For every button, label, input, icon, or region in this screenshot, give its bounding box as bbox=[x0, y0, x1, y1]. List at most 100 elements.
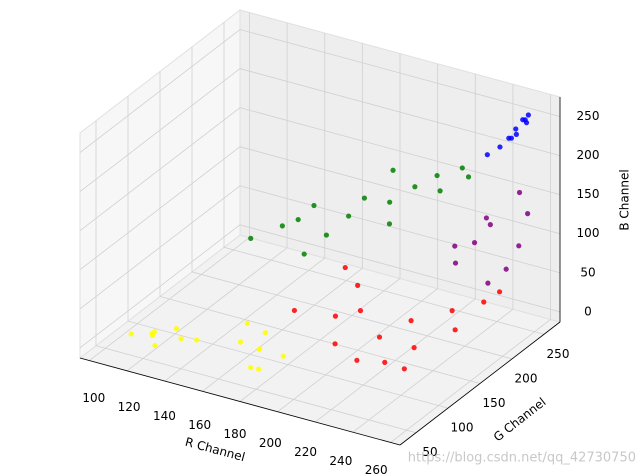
point bbox=[355, 282, 361, 288]
point bbox=[237, 339, 244, 345]
grid-line bbox=[95, 120, 417, 434]
point bbox=[387, 199, 393, 205]
x-tick-label: 140 bbox=[153, 409, 176, 423]
point bbox=[376, 334, 383, 340]
point bbox=[295, 216, 301, 223]
point bbox=[361, 195, 368, 201]
grid-line bbox=[352, 84, 514, 433]
point bbox=[412, 184, 418, 190]
point bbox=[247, 364, 254, 371]
point bbox=[437, 188, 443, 194]
y-tick-label: 50 bbox=[422, 445, 437, 459]
x-tick-label: 120 bbox=[118, 400, 141, 414]
point bbox=[262, 330, 269, 336]
point bbox=[452, 327, 458, 333]
grid-line bbox=[79, 185, 561, 310]
x-tick-label: 160 bbox=[188, 418, 211, 432]
grid-line bbox=[79, 107, 561, 231]
point bbox=[497, 144, 503, 150]
point bbox=[449, 308, 455, 314]
point bbox=[173, 326, 180, 332]
grid-line bbox=[127, 96, 449, 409]
point bbox=[332, 313, 339, 319]
grid-line bbox=[315, 73, 476, 423]
point bbox=[390, 167, 396, 173]
grid-line bbox=[239, 53, 401, 402]
grid-line bbox=[202, 43, 363, 392]
point bbox=[503, 266, 509, 272]
grid-line bbox=[223, 22, 545, 335]
point bbox=[152, 342, 158, 349]
y-tick-label: 100 bbox=[451, 421, 474, 435]
point bbox=[256, 346, 262, 352]
grid-line bbox=[126, 22, 288, 372]
point bbox=[128, 331, 134, 337]
point bbox=[523, 120, 530, 126]
grid-line bbox=[79, 146, 561, 271]
point bbox=[386, 221, 393, 227]
y-tick-label: 250 bbox=[547, 347, 570, 361]
point bbox=[323, 232, 329, 238]
point bbox=[301, 251, 307, 257]
point bbox=[459, 165, 465, 171]
point bbox=[382, 359, 388, 365]
point bbox=[194, 337, 200, 343]
point bbox=[471, 240, 478, 246]
grid-line bbox=[191, 46, 513, 360]
point bbox=[525, 112, 531, 118]
x-tick-label: 220 bbox=[294, 445, 317, 459]
x-tick-label: 100 bbox=[82, 391, 105, 405]
point bbox=[508, 135, 514, 141]
point bbox=[248, 235, 254, 241]
point bbox=[452, 243, 458, 249]
y-axis-line bbox=[399, 321, 561, 446]
z-tick-label: 100 bbox=[577, 226, 600, 240]
z-tick-label: 0 bbox=[584, 304, 592, 318]
grid-line bbox=[164, 33, 326, 382]
point bbox=[411, 345, 417, 351]
y-tick-label: 200 bbox=[515, 371, 538, 385]
x-axis-line bbox=[79, 357, 401, 446]
x-tick-label: 240 bbox=[329, 454, 352, 468]
panes bbox=[78, 8, 562, 446]
x-tick-label: 200 bbox=[259, 436, 282, 450]
point bbox=[311, 202, 317, 209]
point bbox=[465, 174, 472, 180]
point bbox=[151, 329, 158, 335]
marks bbox=[128, 112, 531, 372]
point bbox=[484, 152, 490, 158]
z-tick-label: 150 bbox=[577, 187, 600, 201]
point bbox=[513, 131, 519, 137]
grid-line bbox=[277, 63, 439, 413]
z-tick-label: 50 bbox=[580, 265, 595, 279]
point bbox=[516, 243, 522, 249]
point bbox=[516, 189, 523, 196]
point bbox=[513, 126, 519, 132]
point bbox=[244, 320, 250, 326]
x-tick-label: 180 bbox=[224, 427, 247, 441]
x-tick-label: 260 bbox=[365, 463, 388, 476]
point bbox=[332, 341, 338, 347]
point bbox=[401, 366, 407, 372]
watermark: https://blog.csdn.net/qq_42730750 bbox=[408, 451, 636, 466]
point bbox=[485, 280, 491, 286]
point bbox=[452, 260, 459, 266]
point bbox=[487, 222, 493, 228]
grid-line bbox=[159, 71, 481, 384]
grid-line bbox=[79, 68, 561, 192]
z-axis-title: B Channel bbox=[618, 169, 632, 230]
point bbox=[280, 353, 286, 359]
point bbox=[481, 299, 487, 305]
labels: 100 120 140 160 180 200 220 240 260 50 100 150 200 25… bbox=[79, 97, 636, 476]
point bbox=[256, 366, 262, 372]
point bbox=[408, 318, 414, 324]
z-tick-label: 250 bbox=[577, 109, 600, 123]
z-tick-label: 200 bbox=[577, 148, 600, 162]
grid-line bbox=[79, 224, 561, 349]
point bbox=[342, 264, 348, 271]
grid-line bbox=[390, 94, 551, 443]
grid bbox=[79, 12, 561, 443]
point bbox=[354, 357, 360, 363]
